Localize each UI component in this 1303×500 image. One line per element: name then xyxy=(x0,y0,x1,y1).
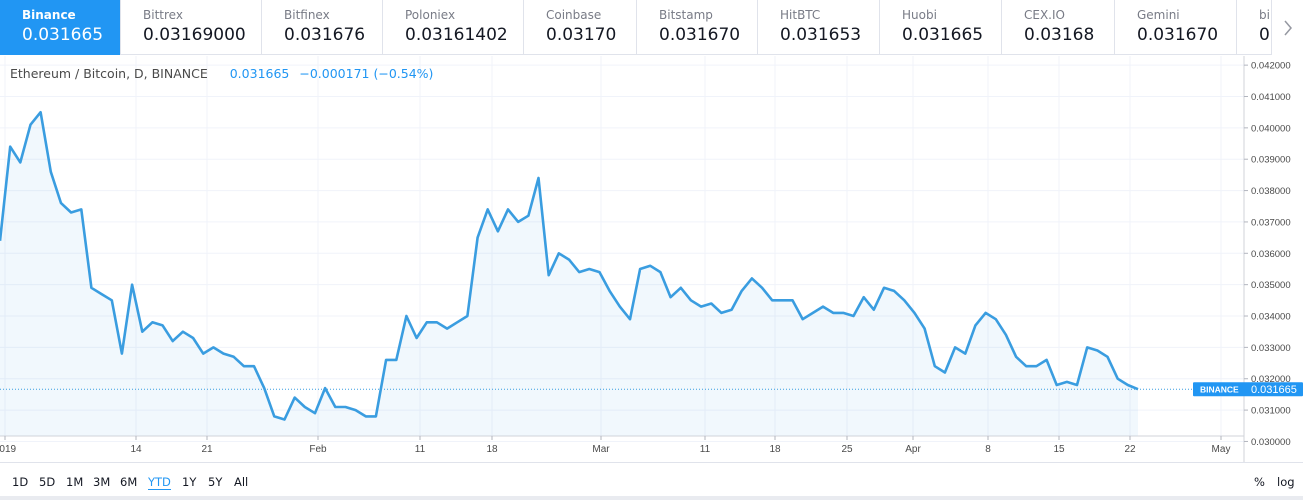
x-tick-label: 18 xyxy=(486,444,498,455)
price-chart[interactable]: 0.030000 0.031000 0.032000 0.033000 0.034000… xyxy=(0,56,1303,500)
y-tick-label: 0.039000 xyxy=(1251,155,1291,166)
percent-scale-button[interactable]: % xyxy=(1254,475,1265,489)
log-scale-button[interactable]: log xyxy=(1277,475,1295,489)
range-all-button[interactable]: All xyxy=(234,475,249,489)
tab-bitstamp[interactable]: Bitstamp 0.031670 xyxy=(637,0,758,55)
tab-exchange-price: 0.03169000 xyxy=(143,25,246,45)
tab-poloniex[interactable]: Poloniex 0.03161402 xyxy=(383,0,524,55)
y-tick-label: 0.030000 xyxy=(1251,437,1291,448)
tab-exchange-price: 0.031665 xyxy=(902,25,984,45)
x-tick-label: 11 xyxy=(415,444,426,455)
x-tick-label: 14 xyxy=(130,444,142,455)
price-axis: 0.030000 0.031000 0.032000 0.033000 0.034000… xyxy=(1244,61,1291,448)
price-label: BINANCE 0.031665 xyxy=(1193,382,1303,397)
tab-exchange-price: 0.031653 xyxy=(780,25,862,45)
tab-exchange-price: 0.031670 xyxy=(1137,25,1219,45)
tab-exchange-price: 0.03168 xyxy=(1024,25,1095,45)
tab-binance[interactable]: Binance 0.031665 xyxy=(0,0,121,55)
tab-cexio[interactable]: CEX.IO 0.03168 xyxy=(1002,0,1115,55)
chart-legend: Ethereum / Bitcoin, D, BINANCE 0.031665 … xyxy=(10,66,433,81)
x-tick-label: 8 xyxy=(985,444,991,455)
tab-exchange-name: Gemini xyxy=(1137,8,1180,22)
time-axis: 2019 14 21 Feb 11 18 Mar 11 18 25 Apr 8 15 22 May xyxy=(0,436,1230,455)
tab-exchange-name: Binance xyxy=(22,8,76,22)
x-tick-label: 25 xyxy=(841,444,853,455)
range-ytd-button[interactable]: YTD xyxy=(148,475,171,490)
y-tick-label: 0.035000 xyxy=(1251,280,1291,291)
price-label-exchange: BINANCE xyxy=(1200,385,1239,395)
x-tick-label: 2019 xyxy=(0,444,17,455)
exchange-tabs: Binance 0.031665 Bittrex 0.03169000 Bitf… xyxy=(0,0,1303,55)
x-tick-label: 15 xyxy=(1053,444,1065,455)
x-tick-label: 22 xyxy=(1124,444,1136,455)
x-tick-label: 18 xyxy=(769,444,781,455)
tab-bi-partial[interactable]: bi 0 xyxy=(1237,0,1297,55)
bottom-border xyxy=(0,496,1303,500)
y-tick-label: 0.040000 xyxy=(1251,123,1291,134)
x-tick-label: 11 xyxy=(700,444,711,455)
range-5y-button[interactable]: 5Y xyxy=(208,475,223,489)
tab-exchange-name: Bitstamp xyxy=(659,8,713,22)
tab-exchange-name: HitBTC xyxy=(780,8,821,22)
tab-exchange-price: 0.03170 xyxy=(546,25,617,45)
tab-exchange-price: 0.031665 xyxy=(22,25,104,45)
tab-exchange-name: bi xyxy=(1259,8,1270,22)
y-tick-label: 0.033000 xyxy=(1251,343,1291,354)
range-toolbar: 1D 5D 1M 3M 6M YTD 1Y 5Y All % log xyxy=(0,462,1303,498)
tab-huobi[interactable]: Huobi 0.031665 xyxy=(880,0,1002,55)
x-tick-label: Apr xyxy=(905,444,921,455)
tab-coinbase[interactable]: Coinbase 0.03170 xyxy=(524,0,637,55)
range-5d-button[interactable]: 5D xyxy=(39,475,56,489)
range-6m-button[interactable]: 6M xyxy=(120,475,138,489)
range-1m-button[interactable]: 1M xyxy=(66,475,84,489)
price-line xyxy=(0,110,1139,421)
chart-grid xyxy=(0,56,1244,442)
symbol-title[interactable]: Ethereum / Bitcoin, D, BINANCE xyxy=(10,66,208,81)
tab-bittrex[interactable]: Bittrex 0.03169000 xyxy=(121,0,262,55)
y-tick-label: 0.037000 xyxy=(1251,217,1291,228)
tab-exchange-name: CEX.IO xyxy=(1024,8,1065,22)
y-tick-label: 0.031000 xyxy=(1251,406,1291,417)
price-label-box xyxy=(1193,382,1303,397)
tab-exchange-name: Poloniex xyxy=(405,8,456,22)
y-tick-label: 0.036000 xyxy=(1251,249,1291,260)
tab-gemini[interactable]: Gemini 0.031670 xyxy=(1115,0,1237,55)
x-tick-label: May xyxy=(1212,444,1231,455)
price-label-value: 0.031665 xyxy=(1251,384,1297,396)
y-tick-label: 0.034000 xyxy=(1251,312,1291,323)
y-tick-label: 0.042000 xyxy=(1251,61,1291,72)
tab-exchange-price: 0.031670 xyxy=(659,25,741,45)
legend-value: 0.031665 xyxy=(229,66,290,81)
price-area-fill xyxy=(0,112,1138,436)
range-3m-button[interactable]: 3M xyxy=(93,475,111,489)
tab-exchange-price: 0 xyxy=(1259,25,1270,45)
chevron-right-icon[interactable] xyxy=(1271,0,1303,55)
y-tick-label: 0.032000 xyxy=(1251,374,1291,385)
tab-exchange-price: 0.03161402 xyxy=(405,25,508,45)
range-1y-button[interactable]: 1Y xyxy=(182,475,197,489)
tab-hitbtc[interactable]: HitBTC 0.031653 xyxy=(758,0,880,55)
tab-exchange-price: 0.031676 xyxy=(284,25,366,45)
tab-exchange-name: Huobi xyxy=(902,8,937,22)
x-tick-label: Mar xyxy=(592,444,610,455)
x-tick-label: Feb xyxy=(309,444,327,455)
range-1d-button[interactable]: 1D xyxy=(12,475,29,489)
y-tick-label: 0.038000 xyxy=(1251,186,1291,197)
tab-bitfinex[interactable]: Bitfinex 0.031676 xyxy=(262,0,383,55)
legend-change: −0.000171 (−0.54%) xyxy=(299,66,434,81)
tab-exchange-name: Bittrex xyxy=(143,8,183,22)
tab-exchange-name: Bitfinex xyxy=(284,8,330,22)
tab-exchange-name: Coinbase xyxy=(546,8,602,22)
x-tick-label: 21 xyxy=(201,444,213,455)
y-tick-label: 0.041000 xyxy=(1251,92,1291,103)
